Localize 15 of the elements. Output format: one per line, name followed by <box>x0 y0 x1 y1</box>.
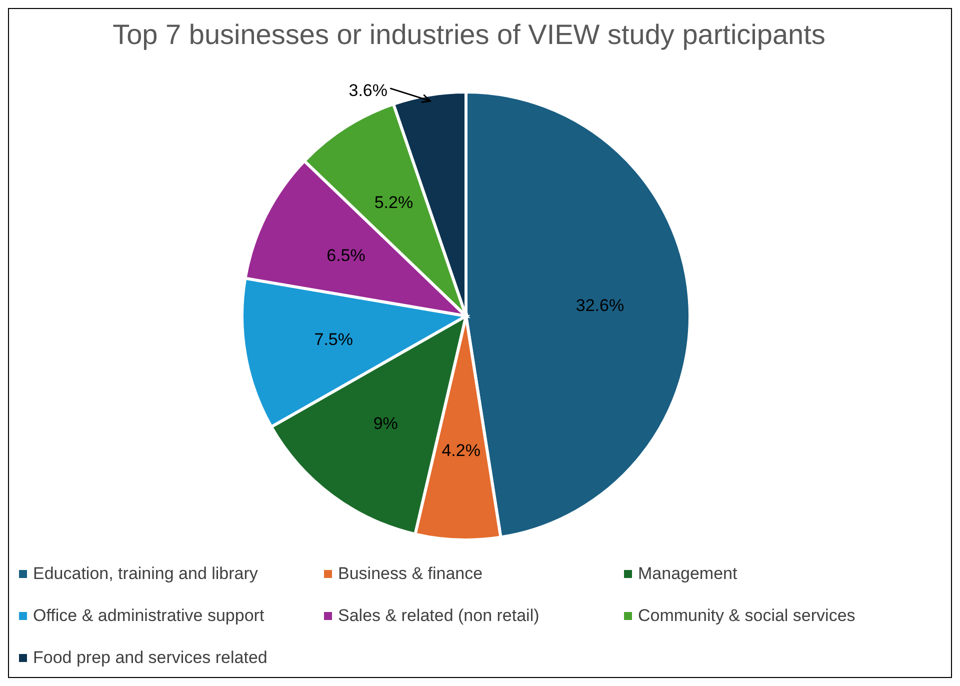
data-label: 3.6% <box>348 80 388 100</box>
data-label: 6.5% <box>326 246 366 265</box>
data-label: 4.2% <box>442 440 480 460</box>
data-label: 5.2% <box>374 193 414 212</box>
legend-label: Food prep and services related <box>32 648 268 668</box>
legend-label: Management <box>637 564 738 584</box>
data-label: 32.6% <box>576 296 624 316</box>
chart-title: Top 7 businesses or industries of VIEW study participants <box>112 19 826 51</box>
legend-label: Sales & related (non retail) <box>337 606 540 626</box>
legend-label: Community & social services <box>637 606 856 626</box>
data-label: 9% <box>373 414 398 434</box>
legend-label: Office & administrative support <box>32 606 266 626</box>
data-label: 7.5% <box>314 330 354 349</box>
legend-label: Business & finance <box>337 564 484 584</box>
legend-label: Education, training and library <box>32 564 259 584</box>
